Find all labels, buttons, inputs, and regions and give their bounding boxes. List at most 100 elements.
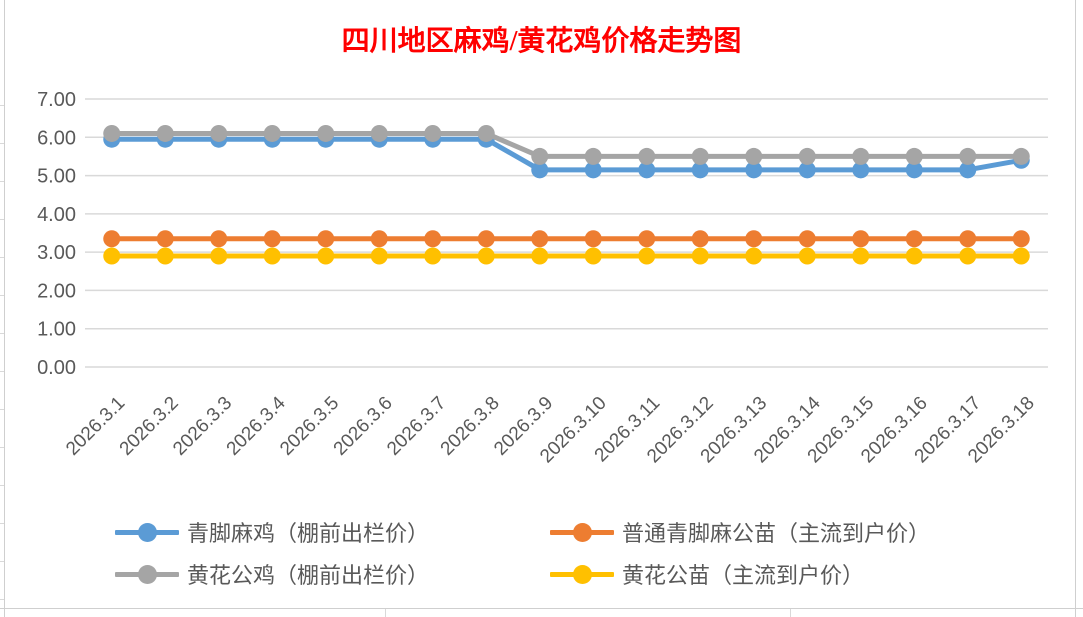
data-point-marker [852,147,870,165]
data-point-marker [959,230,977,248]
series-2[interactable] [103,124,1030,165]
legend-series-marker-icon [115,564,179,584]
legend-item[interactable]: 黄花公苗（主流到户价） [550,558,864,590]
legend-series-dot-icon [573,522,592,542]
series-line [109,136,1024,173]
data-point-marker [317,247,335,265]
data-point-marker [905,147,923,165]
data-point-marker [905,161,923,179]
series-1[interactable] [103,230,1030,248]
data-point-marker [531,161,549,179]
legend-item[interactable]: 普通青脚麻公苗（主流到户价） [550,516,930,548]
data-point-marker [745,161,763,179]
spreadsheet-row-gridline-stub [0,181,4,182]
data-point-marker [263,124,281,142]
data-point-marker [745,230,763,248]
spreadsheet-row-gridline-stub [0,561,4,562]
data-point-marker [156,247,174,265]
chart-title: 四川地区麻鸡/黄花鸡价格走势图 [341,26,742,57]
spreadsheet-row-gridline-stub [0,409,4,410]
data-point-marker [691,230,709,248]
data-point-marker [210,124,228,142]
data-point-marker [370,230,388,248]
legend-item[interactable]: 青脚麻鸡（棚前出栏价） [115,516,429,548]
spreadsheet-row-gridline-bottom [0,608,1083,609]
legend-series-marker-icon [115,522,179,542]
data-point-marker [745,147,763,165]
data-point-marker [638,247,656,265]
data-point-marker [584,147,602,165]
data-point-marker [691,161,709,179]
y-axis-tick-label: 4.00 [37,204,76,226]
y-axis-tick-label: 5.00 [37,166,76,188]
spreadsheet-column-gridline-left [4,0,5,617]
data-point-marker [1012,147,1030,165]
data-point-marker [691,247,709,265]
y-axis-tick-label: 6.00 [37,127,76,149]
y-axis-tick-label: 2.00 [37,280,76,302]
data-point-marker [317,124,335,142]
spreadsheet-row-gridline-stub [0,105,4,106]
data-point-marker [584,230,602,248]
y-axis-tick-label: 0.00 [37,357,76,379]
legend-item[interactable]: 黄花公鸡（棚前出栏价） [115,558,429,590]
spreadsheet-row-gridline-stub [0,333,4,334]
data-point-marker [531,147,549,165]
data-point-marker [1012,247,1030,265]
data-point-marker [317,230,335,248]
legend-item-label: 普通青脚麻公苗（主流到户价） [622,521,931,546]
data-point-marker [156,230,174,248]
data-point-marker [370,124,388,142]
data-point-marker [424,124,442,142]
data-point-marker [531,247,549,265]
data-point-marker [852,247,870,265]
data-point-marker [210,247,228,265]
legend-series-marker-icon [550,522,614,542]
legend-item-label: 青脚麻鸡（棚前出栏价） [187,521,430,546]
data-point-marker [798,247,816,265]
data-point-marker [103,124,121,142]
data-point-marker [959,161,977,179]
data-point-marker [477,124,495,142]
legend-item-label: 黄花公苗（主流到户价） [622,563,865,588]
data-point-marker [156,124,174,142]
spreadsheet-column-gridline-stub [790,609,791,617]
data-point-marker [638,161,656,179]
y-axis-tick-label: 3.00 [37,242,76,264]
data-point-marker [103,247,121,265]
data-point-marker [798,161,816,179]
series-3[interactable] [103,247,1030,265]
y-axis-tick-label: 1.00 [37,319,76,341]
data-point-marker [263,230,281,248]
data-point-marker [424,247,442,265]
data-point-marker [959,147,977,165]
data-point-marker [424,230,442,248]
spreadsheet-column-gridline-stub [385,609,386,617]
data-point-marker [370,247,388,265]
spreadsheet-row-gridline-stub [0,371,4,372]
data-point-marker [477,247,495,265]
series-line [109,130,1024,159]
y-axis-tick-label: 7.00 [37,89,76,111]
data-point-marker [798,230,816,248]
legend-series-dot-icon [138,564,157,584]
data-point-marker [959,247,977,265]
legend-series-dot-icon [573,564,592,584]
data-point-marker [638,147,656,165]
data-point-marker [798,147,816,165]
data-point-marker [263,247,281,265]
spreadsheet-row-gridline-stub [0,447,4,448]
spreadsheet-row-gridline-stub [0,143,4,144]
spreadsheet-row-gridline-stub [0,523,4,524]
data-point-marker [584,161,602,179]
data-point-marker [477,230,495,248]
data-point-marker [638,230,656,248]
spreadsheet-row-gridline-stub [0,485,4,486]
data-point-marker [905,247,923,265]
legend-series-dot-icon [138,522,157,542]
data-point-marker [584,247,602,265]
spreadsheet-row-gridline-stub [0,257,4,258]
spreadsheet-row-gridline-stub [0,599,4,600]
